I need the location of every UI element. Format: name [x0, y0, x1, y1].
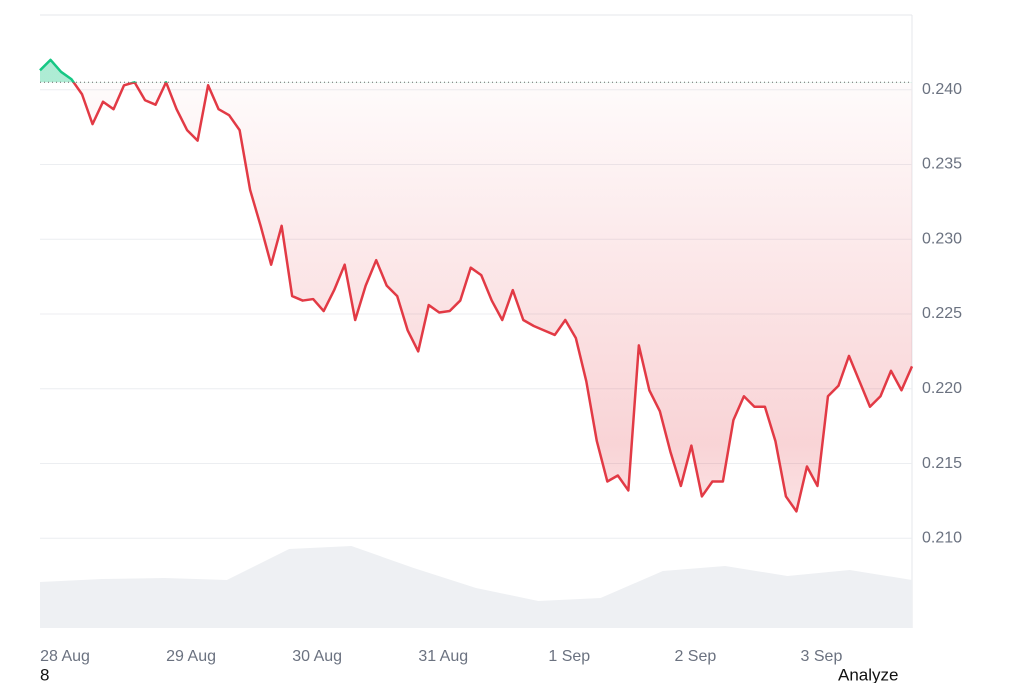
y-tick-label: 0.210 — [922, 530, 962, 547]
y-tick-label: 0.220 — [922, 380, 962, 397]
y-tick-label: 0.235 — [922, 156, 962, 173]
y-tick-label: 0.225 — [922, 305, 962, 322]
volume-area — [40, 546, 912, 628]
y-tick-label: 0.240 — [922, 81, 962, 98]
x-tick-label: 2 Sep — [674, 648, 716, 665]
x-tick-label: 30 Aug — [292, 648, 342, 665]
price-line — [39, 58, 914, 513]
footer-right: Analyze — [838, 665, 898, 683]
y-tick-label: 0.230 — [922, 230, 962, 247]
x-tick-label: 28 Aug — [40, 648, 90, 665]
y-tick-label: 0.215 — [922, 455, 962, 472]
footer-left: 8 — [40, 665, 49, 683]
x-tick-label: 3 Sep — [801, 648, 843, 665]
price-area — [40, 59, 912, 512]
x-tick-label: 31 Aug — [418, 648, 468, 665]
x-tick-label: 1 Sep — [548, 648, 590, 665]
x-tick-label: 29 Aug — [166, 648, 216, 665]
